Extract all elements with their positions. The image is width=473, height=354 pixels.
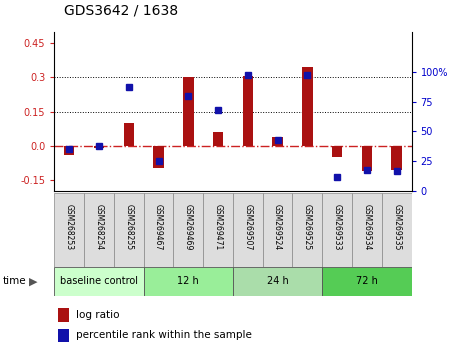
Bar	[58, 329, 69, 342]
Bar	[352, 193, 382, 267]
Text: 72 h: 72 h	[356, 276, 378, 286]
Bar	[322, 267, 412, 296]
Bar	[64, 145, 74, 155]
Text: 12 h: 12 h	[177, 276, 199, 286]
Text: GSM268253: GSM268253	[65, 204, 74, 250]
Bar	[183, 78, 193, 145]
Bar	[263, 193, 292, 267]
Bar	[322, 193, 352, 267]
Bar	[332, 145, 342, 157]
Text: GSM268255: GSM268255	[124, 204, 133, 250]
Bar	[123, 123, 134, 145]
Bar	[233, 193, 263, 267]
Bar	[174, 193, 203, 267]
Bar	[144, 193, 174, 267]
Text: GSM269507: GSM269507	[243, 204, 252, 251]
Text: GSM269471: GSM269471	[214, 204, 223, 250]
Text: baseline control: baseline control	[60, 276, 138, 286]
Text: GSM269469: GSM269469	[184, 204, 193, 251]
Bar	[144, 267, 233, 296]
Bar	[272, 137, 283, 145]
Bar	[94, 145, 104, 148]
Bar	[292, 193, 322, 267]
Bar	[54, 267, 144, 296]
Text: 24 h: 24 h	[267, 276, 289, 286]
Bar	[362, 145, 372, 171]
Text: GDS3642 / 1638: GDS3642 / 1638	[64, 4, 178, 18]
Text: time: time	[2, 276, 26, 286]
Bar	[233, 267, 322, 296]
Text: percentile rank within the sample: percentile rank within the sample	[76, 330, 252, 341]
Text: GSM269533: GSM269533	[333, 204, 342, 251]
Bar	[58, 308, 69, 321]
Bar	[302, 67, 313, 145]
Bar	[54, 193, 84, 267]
Text: GSM269467: GSM269467	[154, 204, 163, 251]
Text: GSM269524: GSM269524	[273, 204, 282, 250]
Text: GSM269534: GSM269534	[362, 204, 371, 251]
Bar	[243, 76, 253, 145]
Bar	[114, 193, 144, 267]
Bar	[203, 193, 233, 267]
Bar	[213, 132, 223, 145]
Text: ▶: ▶	[29, 276, 38, 286]
Bar	[153, 145, 164, 169]
Bar	[84, 193, 114, 267]
Text: GSM269535: GSM269535	[392, 204, 401, 251]
Text: GSM268254: GSM268254	[95, 204, 104, 250]
Bar	[382, 193, 412, 267]
Text: GSM269525: GSM269525	[303, 204, 312, 250]
Text: log ratio: log ratio	[76, 310, 119, 320]
Bar	[392, 145, 402, 170]
